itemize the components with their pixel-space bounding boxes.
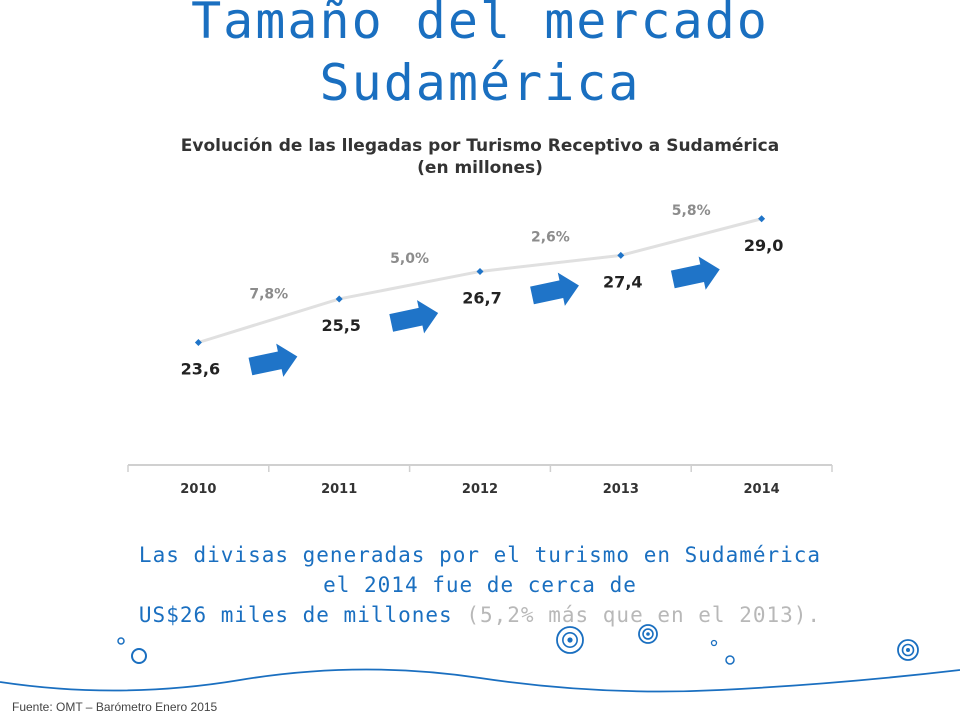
swirl-spiral (638, 624, 658, 644)
swirl-spiral (897, 639, 919, 661)
page-title-line-2: Sudamérica (319, 54, 641, 112)
data-point (617, 251, 625, 259)
page-title-line-1: Tamaño del mercado (191, 0, 769, 50)
chart-title-block: Evolución de las llegadas por Turismo Re… (0, 135, 960, 179)
swirl-bubble (117, 637, 125, 645)
growth-arrow-shape (389, 300, 439, 334)
decorative-swirls (0, 624, 960, 693)
x-tick-label: 2014 (744, 482, 780, 497)
caption-muted-note: (5,2% más que en el 2013). (466, 603, 822, 627)
growth-label: 5,8% (672, 203, 711, 219)
growth-label: 2,6% (531, 229, 570, 245)
caption-line-2: el 2014 fue de cerca de (323, 573, 637, 597)
x-tick-label: 2011 (321, 482, 357, 497)
data-label: 25,5 (321, 316, 360, 335)
caption-line-3: US$26 miles de millones (5,2% más que en… (0, 600, 960, 630)
growth-arrow (389, 300, 439, 334)
swirl-dot (567, 637, 573, 643)
x-tick-label: 2010 (180, 482, 216, 497)
source-note: Fuente: OMT – Barómetro Enero 2015 (12, 700, 218, 714)
data-point (335, 295, 343, 303)
swirl-ring (642, 628, 654, 640)
data-point (194, 339, 202, 346)
growth-arrow-shape (248, 343, 298, 377)
swirl-dot (646, 632, 650, 636)
swirl-ring (901, 643, 915, 657)
growth-arrow (670, 256, 720, 290)
data-label: 23,6 (181, 360, 220, 379)
x-tick-label: 2013 (603, 482, 639, 497)
caption-highlight: US$26 miles de millones (138, 603, 453, 627)
swirl-dot (906, 648, 910, 652)
data-point (476, 267, 484, 275)
growth-label: 5,0% (390, 251, 429, 267)
swirl-wave (0, 668, 960, 693)
swirl-bubble (131, 648, 147, 664)
x-tick-label: 2012 (462, 482, 498, 497)
growth-label: 7,8% (249, 287, 288, 303)
data-label: 29,0 (744, 236, 783, 255)
caption-block: Las divisas generadas por el turismo en … (0, 540, 960, 630)
growth-arrow (248, 343, 298, 377)
data-label: 27,4 (603, 272, 642, 291)
caption-line-1: Las divisas generadas por el turismo en … (138, 543, 822, 567)
data-point (758, 215, 766, 223)
page-title: Tamaño del mercado Sudamérica (0, 0, 960, 114)
chart-title: Evolución de las llegadas por Turismo Re… (180, 136, 780, 156)
swirl-ring (638, 624, 658, 644)
chart-plot-area: 2010 2011 2012 2013 2014 23,6 25,5 26,7 27,4 29,0… (127, 203, 833, 497)
swirl-spiral (556, 626, 584, 654)
growth-arrow-shape (670, 256, 720, 290)
swirl-bubble (725, 655, 735, 665)
swirl-ring (556, 626, 584, 654)
swirl-bubble (710, 639, 718, 647)
chart-subtitle: (en millones) (417, 158, 543, 178)
growth-arrow-shape (530, 272, 579, 306)
growth-arrow (530, 272, 579, 306)
swirl-ring (897, 639, 919, 661)
data-label: 26,7 (462, 288, 501, 307)
swirl-ring (562, 632, 578, 648)
